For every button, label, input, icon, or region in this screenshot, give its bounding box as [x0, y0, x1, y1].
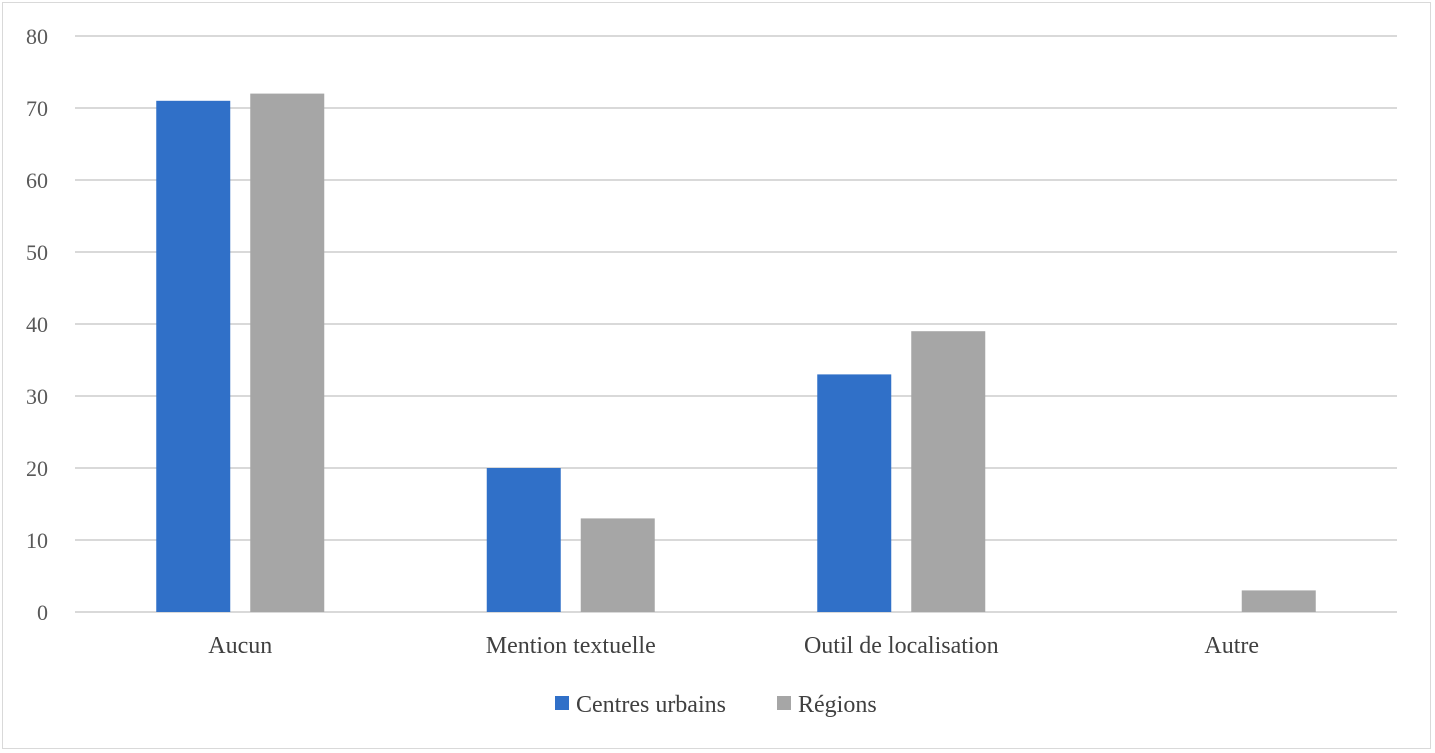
bar	[156, 100, 231, 613]
y-tick-label: 0	[37, 600, 48, 625]
bar	[250, 93, 325, 613]
x-category-label: Aucun	[208, 633, 272, 659]
y-tick-label: 50	[26, 240, 48, 265]
bar	[911, 331, 986, 612]
x-category-label: Outil de localisation	[804, 633, 999, 659]
x-category-label: Mention textuelle	[486, 633, 656, 659]
bar	[486, 468, 561, 612]
y-tick-label: 20	[26, 456, 48, 481]
bars	[156, 93, 1316, 613]
legend-swatch	[777, 696, 791, 710]
y-tick-label: 60	[26, 168, 48, 193]
bar	[817, 374, 892, 612]
legend-label: Centres urbains	[576, 692, 726, 718]
y-axis-ticks: 0 10 20 30 40 50 60 70 80	[26, 24, 48, 625]
x-category-label: Autre	[1204, 633, 1259, 659]
y-tick-label: 40	[26, 312, 48, 337]
y-tick-label: 70	[26, 96, 48, 121]
y-tick-label: 30	[26, 384, 48, 409]
bar	[1241, 590, 1316, 612]
y-tick-label: 10	[26, 528, 48, 553]
legend-label: Régions	[798, 692, 877, 718]
bar	[580, 518, 655, 612]
y-tick-label: 80	[26, 24, 48, 49]
legend: Centres urbains Régions	[555, 692, 877, 718]
x-axis-categories: Aucun Mention textuelle Outil de localisat…	[208, 633, 1259, 659]
legend-swatch	[555, 696, 569, 710]
